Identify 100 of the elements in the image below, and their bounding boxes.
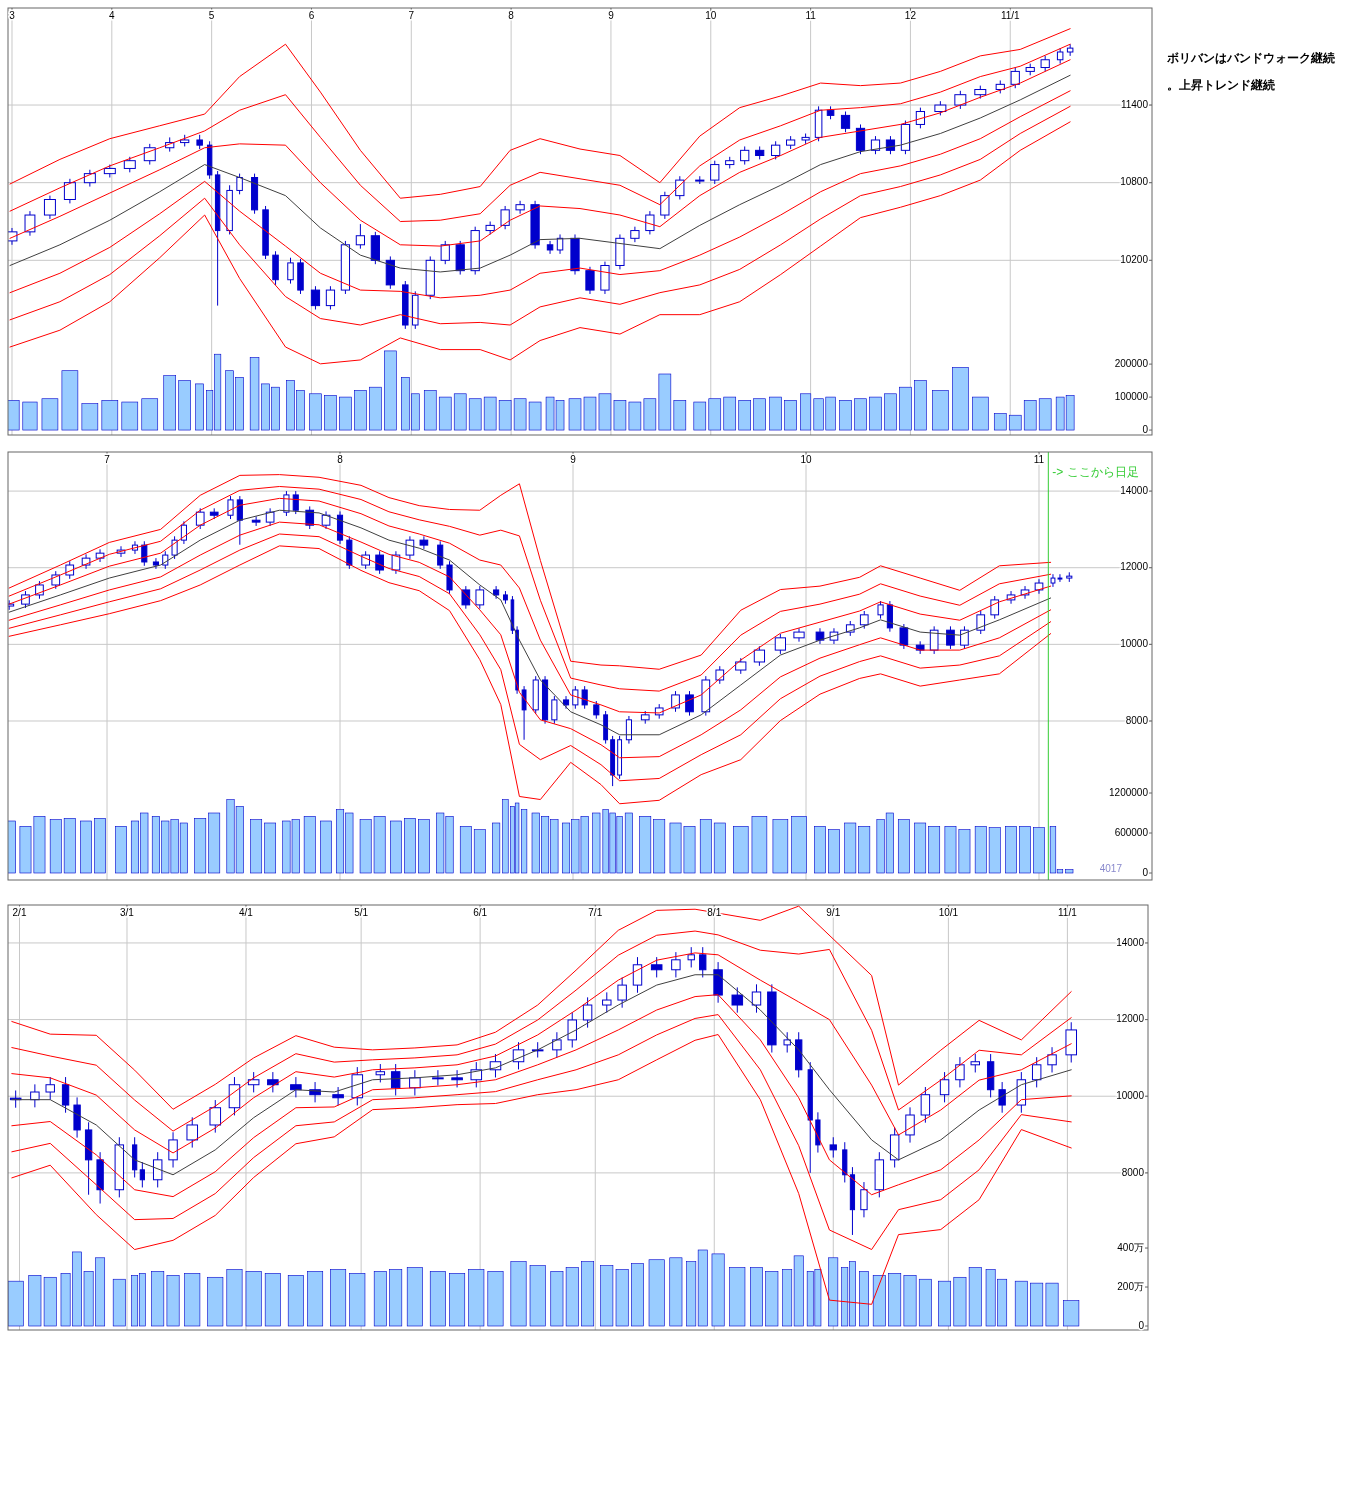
candlestick bbox=[440, 240, 450, 265]
candlestick bbox=[960, 625, 969, 650]
bar bbox=[944, 826, 957, 874]
candlestick bbox=[437, 540, 444, 570]
x-tick-label: 9/1 bbox=[826, 907, 841, 918]
bar bbox=[897, 819, 910, 874]
bar bbox=[673, 400, 687, 431]
candlestick bbox=[375, 1063, 386, 1083]
bar bbox=[324, 395, 337, 431]
x-tick-label: 2/1 bbox=[12, 907, 27, 918]
candlestick bbox=[419, 535, 429, 550]
bar bbox=[468, 398, 482, 431]
bar bbox=[49, 819, 62, 874]
bar bbox=[130, 820, 140, 874]
y-tick-label: 14000 bbox=[1116, 936, 1145, 948]
candlestick bbox=[899, 623, 909, 650]
y2-tick-label: 200万 bbox=[1117, 1280, 1144, 1292]
bar bbox=[389, 1269, 403, 1327]
bar bbox=[208, 812, 221, 874]
x-tick-label: 4 bbox=[109, 10, 116, 21]
bar bbox=[928, 826, 941, 874]
ref-line-label: -> ここから日足 bbox=[1052, 465, 1139, 479]
candlestick bbox=[625, 715, 632, 745]
y2-tick-label: 400万 bbox=[1117, 1241, 1144, 1253]
bar bbox=[1038, 398, 1052, 431]
candlestick bbox=[405, 535, 415, 560]
candlestick bbox=[905, 1106, 915, 1144]
bar bbox=[631, 1263, 644, 1327]
candlestick bbox=[209, 1099, 222, 1134]
candlestick bbox=[650, 956, 663, 978]
candlestick bbox=[290, 1076, 302, 1098]
bar bbox=[1045, 1282, 1059, 1327]
candlestick bbox=[515, 200, 525, 215]
y-tick-label: 10000 bbox=[1116, 1089, 1145, 1101]
candlestick bbox=[585, 266, 595, 295]
candlestick bbox=[1031, 1056, 1042, 1088]
candlestick bbox=[970, 1053, 980, 1073]
annotation: 4017 bbox=[1099, 863, 1123, 874]
candlestick bbox=[351, 1066, 364, 1106]
bar bbox=[373, 816, 386, 874]
bar bbox=[369, 386, 382, 431]
y2-tick-label: 100000 bbox=[1114, 390, 1149, 402]
bar bbox=[800, 393, 812, 431]
y2-tick-label: 200000 bbox=[1114, 357, 1149, 369]
bar bbox=[550, 1271, 564, 1327]
bar bbox=[583, 396, 597, 431]
bar bbox=[699, 819, 712, 874]
y2-tick-label: 600000 bbox=[1114, 826, 1149, 838]
line-series bbox=[9, 90, 1071, 299]
x-tick-label: 11 bbox=[805, 10, 817, 21]
bar bbox=[1023, 400, 1037, 431]
bar bbox=[903, 1275, 917, 1327]
candlestick bbox=[632, 956, 643, 994]
line-series bbox=[9, 43, 1071, 222]
candlestick bbox=[325, 285, 336, 310]
candlestick bbox=[572, 685, 579, 710]
bar bbox=[872, 1275, 886, 1327]
bar bbox=[339, 396, 352, 431]
bar bbox=[581, 1261, 595, 1327]
x-tick-label: 8 bbox=[508, 10, 515, 21]
bar bbox=[390, 820, 402, 874]
bar bbox=[968, 1267, 982, 1327]
x-tick-label: 7 bbox=[408, 10, 415, 21]
bar bbox=[561, 822, 571, 874]
bar bbox=[384, 350, 397, 431]
bar bbox=[19, 826, 32, 874]
x-tick-label: 8 bbox=[337, 454, 344, 465]
bar bbox=[918, 1278, 932, 1327]
bar bbox=[565, 1267, 579, 1327]
bar bbox=[309, 393, 322, 431]
bar bbox=[194, 818, 207, 874]
candlestick bbox=[886, 600, 893, 633]
candlestick bbox=[247, 1071, 260, 1093]
x-tick-label: 10 bbox=[705, 10, 717, 21]
line-series bbox=[9, 121, 1071, 365]
candlestick bbox=[567, 1011, 577, 1049]
bar bbox=[459, 826, 472, 874]
bar bbox=[844, 822, 857, 874]
candlestick bbox=[939, 1071, 950, 1103]
bar bbox=[1014, 1280, 1028, 1327]
bar bbox=[988, 827, 1001, 874]
bar bbox=[94, 818, 106, 874]
candlestick bbox=[617, 976, 627, 1009]
candlestick bbox=[390, 1063, 401, 1096]
bar bbox=[899, 386, 912, 431]
bar bbox=[769, 396, 782, 431]
bar bbox=[914, 380, 927, 431]
bar bbox=[264, 822, 277, 874]
bar bbox=[738, 400, 751, 431]
x-tick-label: 3 bbox=[9, 10, 16, 21]
candlestick bbox=[310, 285, 321, 310]
line-series bbox=[8, 474, 1052, 670]
bar bbox=[854, 398, 867, 431]
candlestick bbox=[660, 191, 670, 220]
y-tick-label: 10800 bbox=[1120, 176, 1149, 188]
bar bbox=[1030, 1282, 1044, 1327]
candlestick bbox=[920, 1086, 931, 1124]
bar bbox=[858, 826, 871, 874]
x-tick-label: 6/1 bbox=[473, 907, 488, 918]
bar bbox=[166, 1275, 180, 1327]
